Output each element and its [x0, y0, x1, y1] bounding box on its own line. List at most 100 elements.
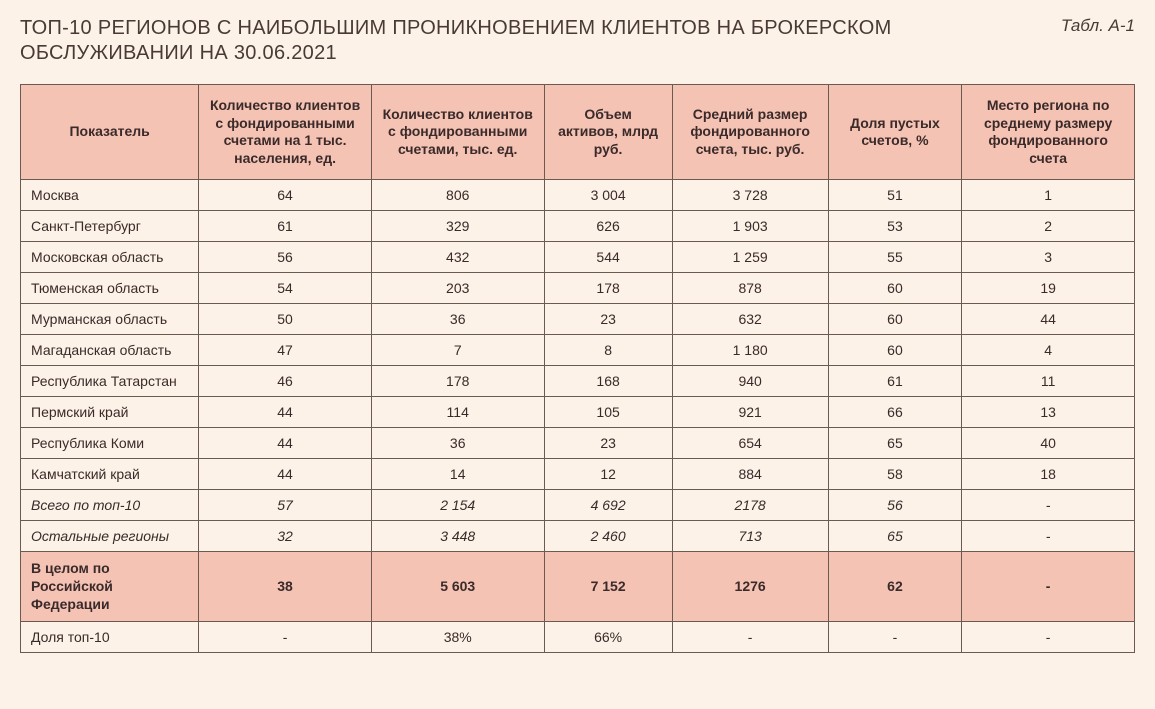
cell: 13: [962, 397, 1135, 428]
cell: 114: [371, 397, 544, 428]
table-row: Санкт-Петербург613296261 903532: [21, 211, 1135, 242]
cell: 3: [962, 242, 1135, 273]
cell: 36: [371, 304, 544, 335]
cell: 1: [962, 180, 1135, 211]
cell: 44: [962, 304, 1135, 335]
cell: 105: [544, 397, 672, 428]
cell: Камчатский край: [21, 459, 199, 490]
table-row: Доля топ-10-38%66%---: [21, 621, 1135, 652]
cell: 168: [544, 366, 672, 397]
cell: 544: [544, 242, 672, 273]
table-row: Москва648063 0043 728511: [21, 180, 1135, 211]
col-header: Доля пустых счетов, %: [828, 85, 962, 180]
cell: 921: [672, 397, 828, 428]
cell: 713: [672, 521, 828, 552]
cell: 2: [962, 211, 1135, 242]
cell: 7 152: [544, 552, 672, 622]
col-header: Средний размер фондированного счета, тыс…: [672, 85, 828, 180]
table-row: В целом по Российской Федерации385 6037 …: [21, 552, 1135, 622]
cell: 65: [828, 521, 962, 552]
cell: 3 004: [544, 180, 672, 211]
cell: -: [962, 490, 1135, 521]
cell: 3 728: [672, 180, 828, 211]
cell: 65: [828, 428, 962, 459]
cell: 44: [199, 459, 372, 490]
col-header: Количество клиентов с фондированными сче…: [199, 85, 372, 180]
col-header: Количество клиентов с фондированными сче…: [371, 85, 544, 180]
col-header: Объем активов, млрд руб.: [544, 85, 672, 180]
cell: -: [672, 621, 828, 652]
cell: 878: [672, 273, 828, 304]
cell: В целом по Российской Федерации: [21, 552, 199, 622]
cell: 60: [828, 335, 962, 366]
cell: 5 603: [371, 552, 544, 622]
cell: 56: [199, 242, 372, 273]
table-row: Республика Татарстан461781689406111: [21, 366, 1135, 397]
cell: 38%: [371, 621, 544, 652]
table-row: Мурманская область5036236326044: [21, 304, 1135, 335]
cell: 2 154: [371, 490, 544, 521]
cell: 60: [828, 304, 962, 335]
cell: 8: [544, 335, 672, 366]
cell: 178: [371, 366, 544, 397]
cell: 2178: [672, 490, 828, 521]
cell: 12: [544, 459, 672, 490]
table-row: Республика Коми4436236546540: [21, 428, 1135, 459]
cell: 940: [672, 366, 828, 397]
col-header: Показатель: [21, 85, 199, 180]
cell: 19: [962, 273, 1135, 304]
cell: -: [828, 621, 962, 652]
cell: 62: [828, 552, 962, 622]
cell: 178: [544, 273, 672, 304]
table-row: Московская область564325441 259553: [21, 242, 1135, 273]
cell: Остальные регионы: [21, 521, 199, 552]
cell: 40: [962, 428, 1135, 459]
cell: 4 692: [544, 490, 672, 521]
cell: Санкт-Петербург: [21, 211, 199, 242]
cell: 57: [199, 490, 372, 521]
cell: 46: [199, 366, 372, 397]
cell: 60: [828, 273, 962, 304]
cell: 203: [371, 273, 544, 304]
cell: 2 460: [544, 521, 672, 552]
cell: 432: [371, 242, 544, 273]
table-row: Тюменская область542031788786019: [21, 273, 1135, 304]
cell: 654: [672, 428, 828, 459]
table-body: Москва648063 0043 728511Санкт-Петербург6…: [21, 180, 1135, 653]
cell: 44: [199, 428, 372, 459]
cell: -: [962, 521, 1135, 552]
table-row: Пермский край441141059216613: [21, 397, 1135, 428]
cell: Тюменская область: [21, 273, 199, 304]
cell: 53: [828, 211, 962, 242]
cell: 632: [672, 304, 828, 335]
cell: 38: [199, 552, 372, 622]
table-header-row: Показатель Количество клиентов с фондиро…: [21, 85, 1135, 180]
cell: 58: [828, 459, 962, 490]
cell: 61: [199, 211, 372, 242]
cell: Москва: [21, 180, 199, 211]
cell: 23: [544, 304, 672, 335]
cell: 1276: [672, 552, 828, 622]
cell: Мурманская область: [21, 304, 199, 335]
cell: 66%: [544, 621, 672, 652]
cell: 23: [544, 428, 672, 459]
table-row: Всего по топ-10572 1544 692217856-: [21, 490, 1135, 521]
page-title: ТОП-10 РЕГИОНОВ С НАИБОЛЬШИМ ПРОНИКНОВЕН…: [20, 16, 940, 66]
cell: 1 259: [672, 242, 828, 273]
header: ТОП-10 РЕГИОНОВ С НАИБОЛЬШИМ ПРОНИКНОВЕН…: [20, 16, 1135, 66]
cell: 64: [199, 180, 372, 211]
cell: 884: [672, 459, 828, 490]
cell: 54: [199, 273, 372, 304]
table-row: Магаданская область47781 180604: [21, 335, 1135, 366]
cell: Республика Татарстан: [21, 366, 199, 397]
cell: Московская область: [21, 242, 199, 273]
cell: Всего по топ-10: [21, 490, 199, 521]
cell: 11: [962, 366, 1135, 397]
cell: 1 180: [672, 335, 828, 366]
cell: 56: [828, 490, 962, 521]
cell: 44: [199, 397, 372, 428]
cell: Пермский край: [21, 397, 199, 428]
regions-table: Показатель Количество клиентов с фондиро…: [20, 84, 1135, 653]
cell: 1 903: [672, 211, 828, 242]
cell: 36: [371, 428, 544, 459]
